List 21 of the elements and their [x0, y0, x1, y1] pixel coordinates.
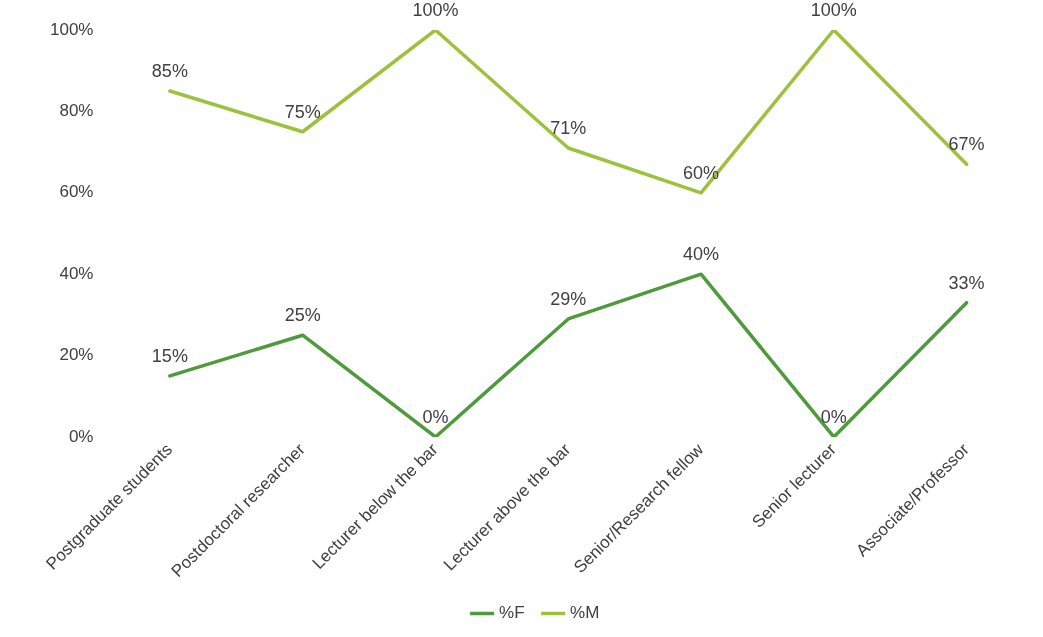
- y-tick-label: 80%: [59, 101, 94, 121]
- y-tick-label: 20%: [59, 345, 94, 365]
- data-label: 0%: [422, 406, 449, 427]
- data-label: 33%: [948, 272, 985, 293]
- data-label: 85%: [151, 61, 188, 82]
- data-label: 40%: [683, 244, 720, 265]
- data-label: 25%: [284, 305, 321, 326]
- legend-label: %M: [570, 603, 600, 623]
- y-tick-label: 100%: [50, 19, 94, 39]
- legend-label: %F: [499, 603, 525, 623]
- data-label: 100%: [810, 0, 857, 20]
- data-label: 67%: [948, 134, 985, 155]
- y-tick-label: 40%: [59, 263, 94, 283]
- y-tick-label: 60%: [59, 182, 94, 202]
- data-label: 15%: [151, 345, 188, 366]
- data-label: 100%: [412, 0, 459, 20]
- data-label: 75%: [284, 101, 321, 122]
- data-label: 29%: [550, 288, 587, 309]
- y-tick-label: 0%: [68, 426, 94, 446]
- data-label: 0%: [820, 406, 847, 427]
- data-label: 71%: [550, 117, 587, 138]
